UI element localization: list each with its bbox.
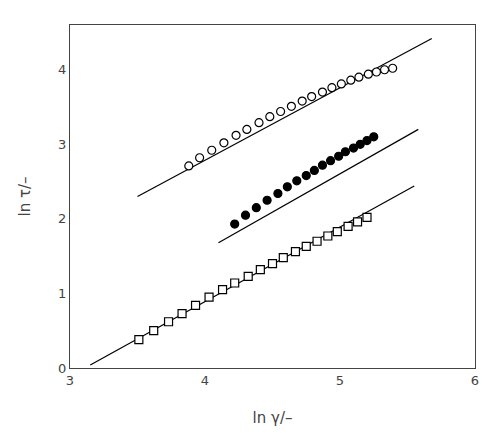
svg-text:1: 1: [58, 286, 66, 301]
svg-text:4: 4: [58, 62, 66, 77]
svg-text:5: 5: [336, 373, 344, 388]
svg-text:6: 6: [471, 373, 479, 388]
svg-text:3: 3: [58, 137, 66, 152]
svg-text:3: 3: [66, 373, 74, 388]
svg-text:ln τ/–: ln τ/–: [16, 176, 34, 216]
svg-text:2: 2: [58, 211, 66, 226]
svg-text:ln γ/–: ln γ/–: [253, 409, 293, 427]
svg-text:4: 4: [201, 373, 209, 388]
svg-text:0: 0: [58, 361, 66, 376]
